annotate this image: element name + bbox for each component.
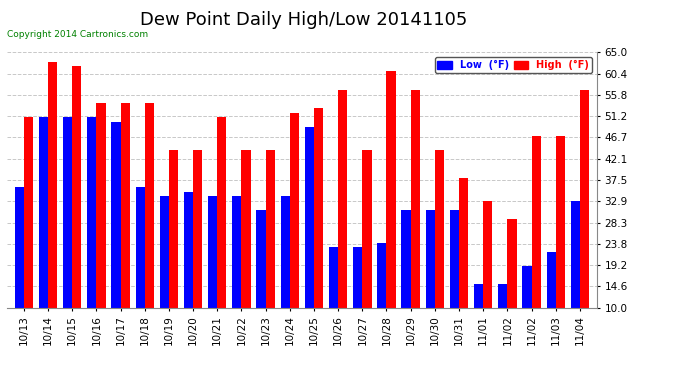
Bar <box>87 117 97 308</box>
Bar <box>169 150 178 308</box>
Bar <box>184 192 193 308</box>
Bar <box>241 150 250 308</box>
Bar <box>555 136 565 308</box>
Bar <box>111 122 121 308</box>
Bar <box>305 127 314 308</box>
Bar <box>290 113 299 308</box>
Bar <box>314 108 323 308</box>
Bar <box>353 247 362 308</box>
Bar <box>145 104 154 308</box>
Bar <box>450 210 459 308</box>
Bar <box>580 90 589 308</box>
Bar <box>121 104 130 308</box>
Bar <box>459 178 469 308</box>
Bar <box>386 71 395 308</box>
Bar <box>39 117 48 308</box>
Bar <box>159 196 169 308</box>
Bar <box>362 150 371 308</box>
Bar <box>377 243 386 308</box>
Bar <box>233 196 241 308</box>
Bar <box>281 196 290 308</box>
Bar <box>402 210 411 308</box>
Bar <box>338 90 347 308</box>
Bar <box>257 210 266 308</box>
Bar <box>14 187 24 308</box>
Bar <box>193 150 202 308</box>
Bar <box>507 219 517 308</box>
Bar <box>135 187 145 308</box>
Bar <box>329 247 338 308</box>
Bar <box>48 62 57 308</box>
Bar <box>97 104 106 308</box>
Bar <box>24 117 33 308</box>
Legend: Low  (°F), High  (°F): Low (°F), High (°F) <box>435 57 592 73</box>
Bar <box>63 117 72 308</box>
Bar <box>217 117 226 308</box>
Bar <box>546 252 555 308</box>
Bar <box>474 284 483 308</box>
Bar <box>571 201 580 308</box>
Bar <box>266 150 275 308</box>
Bar <box>522 266 531 308</box>
Bar <box>411 90 420 308</box>
Bar <box>531 136 541 308</box>
Bar <box>426 210 435 308</box>
Bar <box>208 196 217 308</box>
Text: Dew Point Daily High/Low 20141105: Dew Point Daily High/Low 20141105 <box>140 11 467 29</box>
Bar <box>483 201 493 308</box>
Bar <box>498 284 507 308</box>
Text: Copyright 2014 Cartronics.com: Copyright 2014 Cartronics.com <box>7 30 148 39</box>
Bar <box>72 66 81 308</box>
Bar <box>435 150 444 308</box>
